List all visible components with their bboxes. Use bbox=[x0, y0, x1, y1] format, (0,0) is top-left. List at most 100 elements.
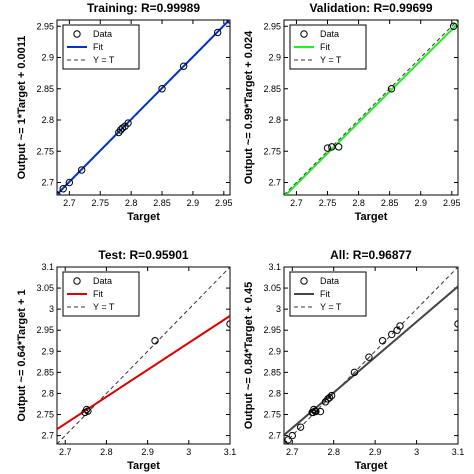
x-tick-label: 3 bbox=[414, 447, 419, 457]
x-tick-label: 2.9 bbox=[414, 198, 427, 208]
x-axis-label: Target bbox=[127, 460, 160, 472]
data-point bbox=[312, 407, 320, 416]
y-tick-label: 2.75 bbox=[263, 146, 281, 156]
legend-entry: Data bbox=[320, 276, 339, 286]
chart-title: Validation: R=0.99699 bbox=[309, 1, 432, 15]
x-tick-label: 3.1 bbox=[224, 447, 237, 457]
y-tick-label: 2.95 bbox=[263, 325, 281, 335]
legend-entry: Fit bbox=[320, 42, 330, 52]
y-tick-label: 2.7 bbox=[268, 178, 281, 188]
x-tick-label: 2.7 bbox=[59, 447, 72, 457]
y-tick-label: 2.95 bbox=[36, 21, 54, 31]
fit-line bbox=[57, 20, 230, 195]
y-tick-label: 2.85 bbox=[36, 367, 54, 377]
data-point bbox=[327, 391, 336, 400]
x-tick-label: 2.95 bbox=[443, 198, 461, 208]
legend-entry: Y = T bbox=[320, 55, 342, 65]
x-tick-label: 3.1 bbox=[452, 447, 465, 457]
x-tick-label: 2.9 bbox=[369, 447, 382, 457]
legend: Data Fit Y = T bbox=[62, 24, 140, 70]
legend-entry: Y = T bbox=[320, 302, 342, 312]
y-tick-label: 2.9 bbox=[41, 53, 54, 63]
data-point bbox=[309, 408, 317, 417]
y-axis-label: Output ~= 0.64*Target + 1 bbox=[16, 289, 28, 421]
x-tick-label: 2.85 bbox=[153, 198, 171, 208]
chart-panel-3: Test: R=0.95901 2.7 2.8 2.9 3 3.1 2.7 2.75 2.8 2.… bbox=[16, 248, 236, 472]
y-tick-label: 2.95 bbox=[263, 21, 281, 31]
data-point bbox=[396, 322, 404, 330]
y-tick-label: 3 bbox=[276, 304, 281, 314]
x-tick-label: 3 bbox=[186, 447, 191, 457]
y-tick-label: 2.8 bbox=[268, 388, 281, 398]
legend-entry: Y = T bbox=[93, 302, 115, 312]
chart-title: Training: R=0.99989 bbox=[87, 1, 200, 15]
y-tick-label: 3.05 bbox=[263, 283, 281, 293]
x-axis-label: Target bbox=[355, 460, 388, 472]
y-axis-label: Output ~= 0.99*Target + 0.024 bbox=[243, 30, 255, 184]
y-axis-label: Output ~= 1*Target + 0.0011 bbox=[16, 36, 28, 180]
plot-content bbox=[57, 267, 230, 444]
identity-line bbox=[284, 267, 458, 444]
y-tick-label: 3.1 bbox=[41, 262, 54, 272]
plot-content bbox=[57, 20, 230, 195]
x-tick-label: 2.9 bbox=[187, 198, 200, 208]
data-point bbox=[82, 405, 91, 414]
y-tick-label: 3.05 bbox=[36, 283, 54, 293]
x-tick-label: 2.75 bbox=[319, 198, 337, 208]
legend-entry: Fit bbox=[93, 289, 103, 299]
legend-marker-data bbox=[73, 30, 81, 38]
y-axis-label: Output ~= 0.84*Target + 0.45 bbox=[243, 282, 255, 429]
data-point bbox=[310, 405, 318, 414]
data-point bbox=[78, 166, 86, 174]
y-tick-label: 2.7 bbox=[268, 431, 281, 441]
y-tick-label: 2.9 bbox=[268, 346, 281, 356]
y-tick-label: 2.9 bbox=[41, 346, 54, 356]
chart-panel-4: All: R=0.96877 2.7 2.8 2.9 3 3.1 2.7 2.75 2.8 2.8… bbox=[243, 248, 464, 472]
chart-panel-2: Validation: R=0.99699 2.7 2.75 2.8 2.85 2.9 2.… bbox=[243, 1, 461, 223]
data-point bbox=[118, 124, 127, 132]
data-point bbox=[296, 423, 305, 431]
x-tick-label: 2.95 bbox=[215, 198, 233, 208]
data-point bbox=[84, 407, 92, 415]
data-point bbox=[116, 126, 125, 134]
y-tick-label: 2.85 bbox=[36, 84, 54, 94]
x-tick-label: 2.7 bbox=[290, 198, 303, 208]
x-tick-label: 2.8 bbox=[100, 447, 113, 457]
data-point bbox=[151, 337, 159, 345]
x-tick-label: 2.75 bbox=[91, 198, 109, 208]
data-point bbox=[334, 143, 343, 151]
legend-entry: Y = T bbox=[93, 55, 115, 65]
data-point bbox=[284, 436, 292, 444]
data-point bbox=[350, 368, 359, 377]
x-tick-label: 2.8 bbox=[125, 198, 138, 208]
data-point bbox=[316, 407, 325, 416]
x-tick-label: 2.7 bbox=[63, 198, 76, 208]
y-tick-label: 3.1 bbox=[268, 262, 281, 272]
legend-entry: Data bbox=[320, 29, 339, 39]
y-tick-label: 2.85 bbox=[263, 84, 281, 94]
y-tick-label: 2.95 bbox=[36, 325, 54, 335]
data-point bbox=[378, 337, 387, 345]
x-axis-label: Target bbox=[355, 211, 388, 223]
data-point bbox=[323, 144, 332, 152]
data-point bbox=[226, 320, 230, 328]
data-point bbox=[59, 185, 67, 193]
data-point bbox=[65, 178, 74, 187]
legend-entry: Fit bbox=[320, 289, 330, 299]
legend-entry: Data bbox=[93, 276, 112, 286]
y-tick-label: 2.85 bbox=[263, 367, 281, 377]
identity-line bbox=[284, 20, 458, 195]
legend: Data Fit Y = T bbox=[289, 24, 367, 70]
y-tick-label: 2.8 bbox=[268, 115, 281, 125]
y-tick-label: 2.8 bbox=[41, 115, 54, 125]
x-tick-label: 2.7 bbox=[286, 447, 299, 457]
plot-content bbox=[284, 267, 458, 444]
legend-marker-data bbox=[300, 30, 308, 38]
x-tick-label: 2.9 bbox=[141, 447, 154, 457]
legend-entry: Fit bbox=[93, 42, 103, 52]
data-point bbox=[179, 62, 188, 70]
y-tick-label: 2.75 bbox=[36, 146, 54, 156]
data-point bbox=[387, 85, 396, 93]
data-point bbox=[124, 119, 132, 127]
